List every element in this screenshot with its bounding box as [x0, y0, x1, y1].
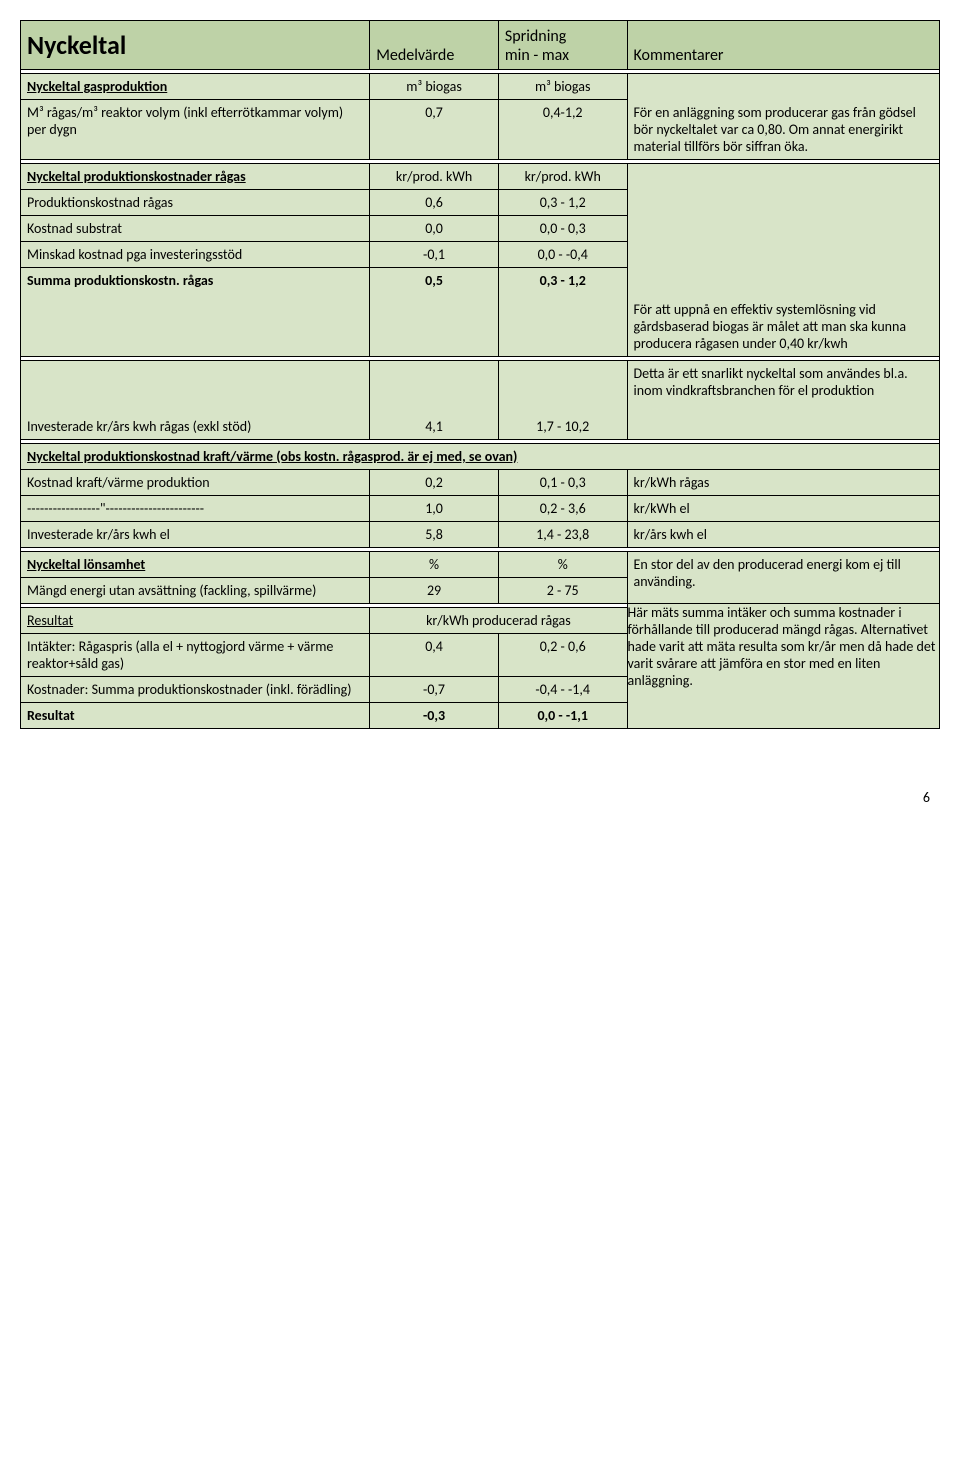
- page-number: 6: [20, 789, 940, 806]
- section5-heading: Nyckeltal lönsamhet: [21, 551, 370, 577]
- sec5-r5-label: Resultat: [21, 702, 370, 728]
- sec5-unit2: %: [498, 551, 627, 577]
- sec2-r3-v1: -0,1: [370, 241, 499, 267]
- col-header-spridning: Spridning min - max: [498, 21, 627, 70]
- sec3-v1: 4,1: [370, 360, 499, 439]
- sec4-r3-c: kr/års kwh el: [627, 521, 939, 547]
- sec5-r2-unit: kr/kWh producerad rågas: [370, 607, 627, 633]
- sec2-r2-v2: 0,0 - 0,3: [498, 215, 627, 241]
- sec5-r1-v2: 2 - 75: [498, 577, 627, 603]
- sec2-r3-label: Minskad kostnad pga investeringsstöd: [21, 241, 370, 267]
- sec2-r1-v1: 0,6: [370, 189, 499, 215]
- section2-unit2: kr/prod. kWh: [498, 163, 627, 189]
- sec1-row1-v2: 0,4-1,2: [498, 100, 627, 160]
- sec1-row1-v1: 0,7: [370, 100, 499, 160]
- sec2-r4-label: Summa produktionskostn. rågas: [21, 267, 370, 356]
- sec2-r1-label: Produktionskostnad rågas: [21, 189, 370, 215]
- sec5-r5-v2: 0,0 - -1,1: [498, 702, 627, 728]
- section1-unit1: m³ biogas: [370, 74, 499, 100]
- sec5-r1-comment: En stor del av den producerad energi kom…: [627, 551, 939, 603]
- sec4-r3-v2: 1,4 - 23,8: [498, 521, 627, 547]
- sec4-r1-c: kr/kWh rågas: [627, 469, 939, 495]
- sec4-r1-v1: 0,2: [370, 469, 499, 495]
- sec3-v2: 1,7 - 10,2: [498, 360, 627, 439]
- sec4-r3-label: Investerade kr/års kwh el: [21, 521, 370, 547]
- sec2-r3-v2: 0,0 - -0,4: [498, 241, 627, 267]
- sec2-r2-v1: 0,0: [370, 215, 499, 241]
- col-header-kommentarer: Kommentarer: [627, 21, 939, 70]
- sec4-r1-label: Kostnad kraft/värme produktion: [21, 469, 370, 495]
- section2-unit1: kr/prod. kWh: [370, 163, 499, 189]
- sec1-row1-comment: För en anläggning som producerar gas frå…: [627, 100, 939, 160]
- sec5-r3-v1: 0,4: [370, 633, 499, 676]
- sec4-r1-v2: 0,1 - 0,3: [498, 469, 627, 495]
- sec5-r3-v2: 0,2 - 0,6: [498, 633, 627, 676]
- table-title: Nyckeltal: [21, 21, 370, 70]
- section1-unit2: m³ biogas: [498, 74, 627, 100]
- sec5-r4-v2: -0,4 - -1,4: [498, 676, 627, 702]
- sec3-comment: Detta är ett snarlikt nyckeltal som anvä…: [627, 360, 939, 439]
- sec5-r5-v1: -0,3: [370, 702, 499, 728]
- nyckeltal-table: Nyckeltal Medelvärde Spridning min - max…: [20, 20, 940, 729]
- section1-heading: Nyckeltal gasproduktion: [21, 74, 370, 100]
- section2-heading: Nyckeltal produktionskostnader rågas: [21, 163, 370, 189]
- sec5-unit1: %: [370, 551, 499, 577]
- sec5-r1-label: Mängd energi utan avsättning (fackling, …: [21, 577, 370, 603]
- section2-comment: För att uppnå en effektiv systemlösning …: [627, 163, 939, 356]
- sec2-r4-v1: 0,5: [370, 267, 499, 356]
- sec5-r2-comment: Här mäts summa intäker och summa kostnad…: [627, 603, 939, 728]
- sec2-r4-v2: 0,3 - 1,2: [498, 267, 627, 356]
- sec5-r3-label: Intäkter: Rågaspris (alla el + nyttogjor…: [21, 633, 370, 676]
- sec4-r2-v2: 0,2 - 3,6: [498, 495, 627, 521]
- col-header-medelvarde: Medelvärde: [370, 21, 499, 70]
- sec5-r2-heading: Resultat: [21, 607, 370, 633]
- sec5-r1-v1: 29: [370, 577, 499, 603]
- sec1-row1-label: M³ rågas/m³ reaktor volym (inkl efterröt…: [21, 100, 370, 160]
- sec5-r4-label: Kostnader: Summa produktionskostnader (i…: [21, 676, 370, 702]
- section4-heading: Nyckeltal produktionskostnad kraft/värme…: [21, 443, 940, 469]
- sec4-r3-v1: 5,8: [370, 521, 499, 547]
- sec4-r2-label: -----------------"----------------------…: [21, 495, 370, 521]
- sec2-r2-label: Kostnad substrat: [21, 215, 370, 241]
- sec4-r2-c: kr/kWh el: [627, 495, 939, 521]
- sec4-r2-v1: 1,0: [370, 495, 499, 521]
- sec5-r4-v1: -0,7: [370, 676, 499, 702]
- sec2-r1-v2: 0,3 - 1,2: [498, 189, 627, 215]
- section1-comment-empty: [627, 74, 939, 100]
- sec3-label: Investerade kr/års kwh rågas (exkl stöd): [21, 360, 370, 439]
